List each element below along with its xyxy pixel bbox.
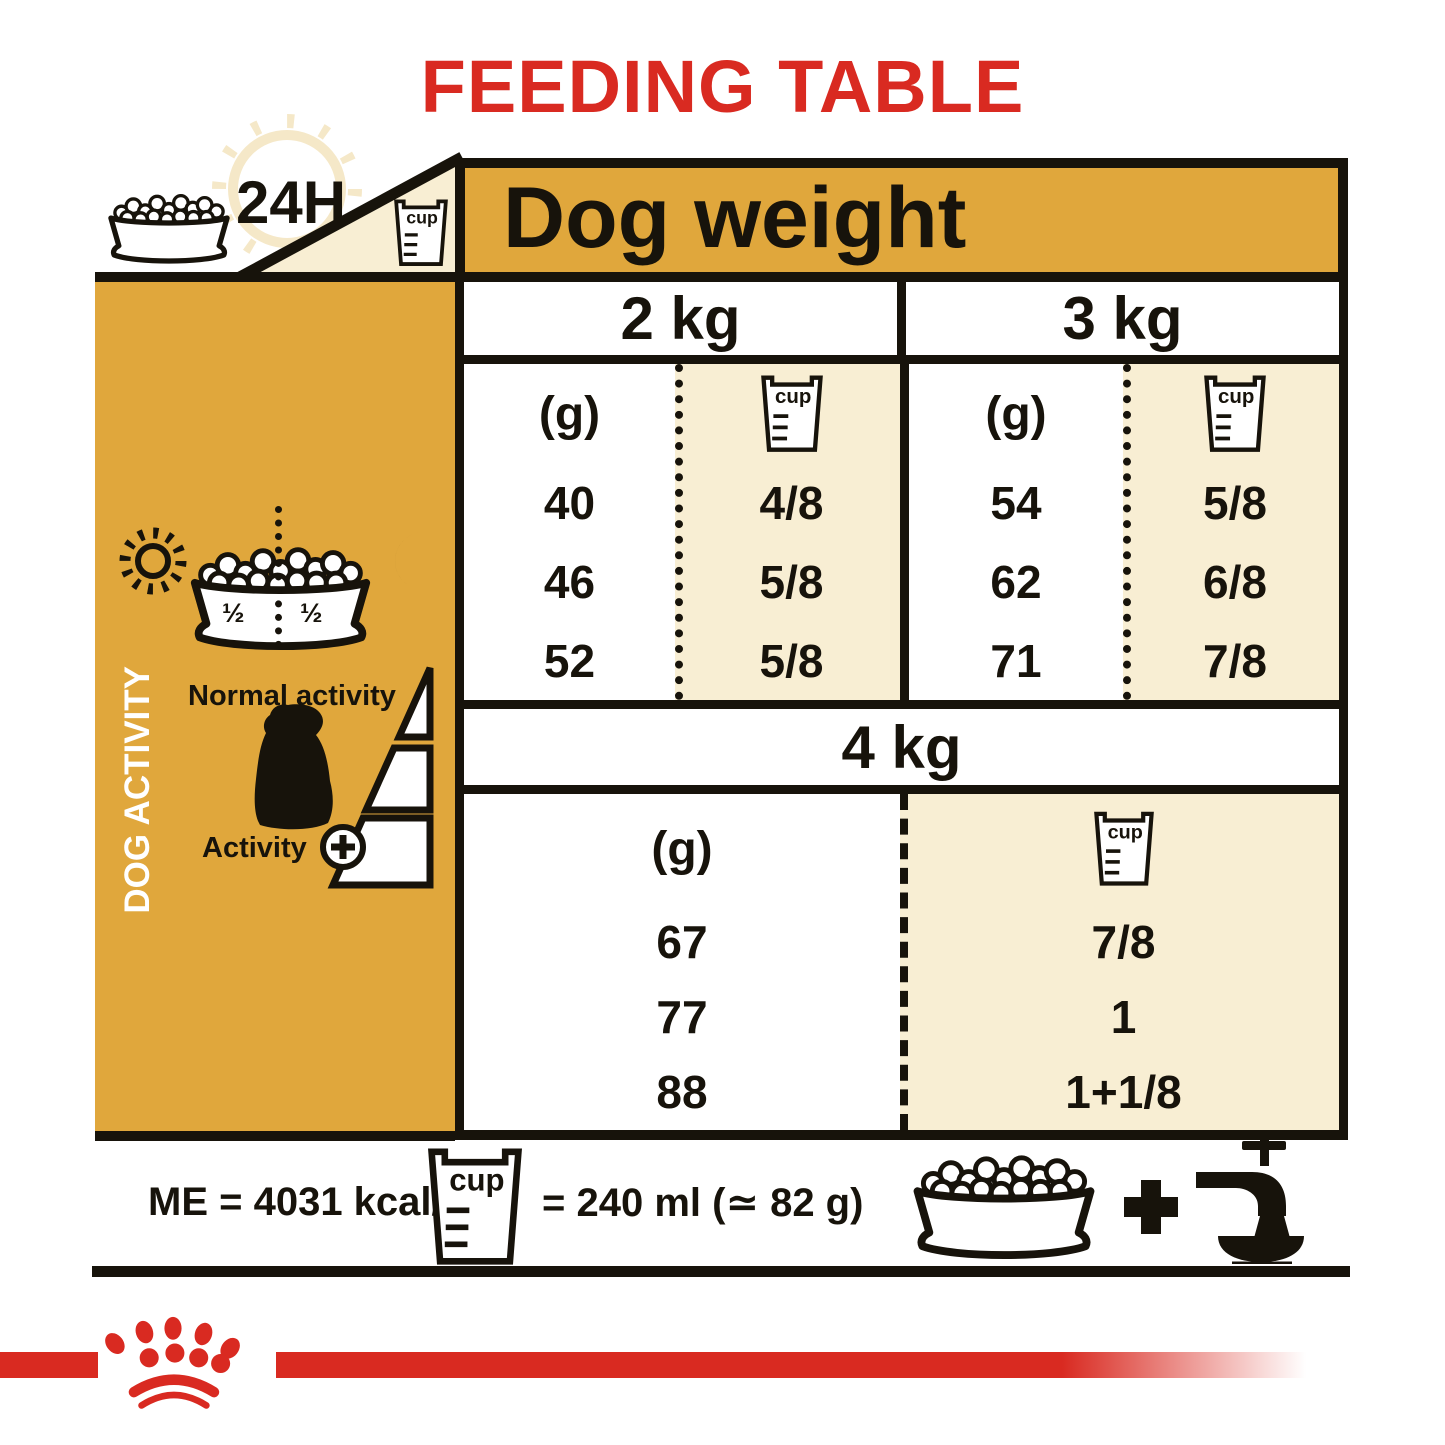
plus-circle-icon	[320, 824, 366, 870]
cups-value: 5/8	[759, 556, 824, 608]
bowl-split-dotted-line	[275, 506, 282, 648]
grams-header: (g)	[985, 387, 1047, 441]
clock-dial-icon	[212, 114, 362, 264]
cups-zone-2kg: 4/8 5/8 5/8	[675, 364, 900, 700]
plus-icon	[1124, 1180, 1178, 1234]
grams-value: 88	[656, 1066, 708, 1119]
grams-value: 62	[990, 556, 1042, 608]
weight-header-3kg: 3 kg	[1062, 285, 1183, 352]
measuring-cup-icon	[424, 1148, 526, 1266]
grams-value: 77	[656, 990, 708, 1043]
sidebar-vertical-title: DOG ACTIVITY	[118, 666, 157, 914]
cups-value: 1+1/8	[1065, 1066, 1182, 1119]
feeding-table-body: 2 kg 3 kg (g) 40 46 52 4/8 5/8 5/8 (g) 5…	[455, 282, 1348, 1140]
cup-equivalence-label: = 240 ml (≃ 82 g)	[542, 1181, 864, 1225]
page-title: FEEDING TABLE	[420, 45, 1025, 128]
cups-zone-4kg: 7/8 1 1+1/8	[900, 794, 1339, 1130]
grams-value: 40	[543, 477, 596, 530]
cups-value: 1	[1110, 990, 1137, 1043]
cups-value: 7/8	[1203, 634, 1267, 687]
cups-value: 5/8	[759, 634, 824, 687]
half-portion-left: ½	[222, 598, 245, 628]
cups-zone-3kg: 5/8 6/8 7/8	[1123, 364, 1339, 700]
grams-value: 46	[543, 556, 596, 608]
dog-silhouette-icon	[254, 704, 333, 830]
measuring-cup-icon	[761, 375, 823, 453]
grams-value: 54	[990, 477, 1042, 530]
data-row-2kg-3kg: (g) 40 46 52 4/8 5/8 5/8 (g) 54 62 71 5/…	[464, 364, 1339, 709]
grams-header: (g)	[651, 822, 713, 876]
dog-weight-label: Dog weight	[503, 170, 967, 266]
grams-zone-3kg: (g) 54 62 71	[909, 364, 1123, 700]
column-divider	[897, 282, 906, 355]
half-portion-right: ½	[300, 598, 323, 628]
kibble-bowl-icon	[103, 170, 235, 282]
brand-bar-left	[0, 1352, 98, 1378]
grams-value: 52	[543, 634, 596, 687]
moon-icon	[394, 532, 424, 590]
cups-value: 5/8	[1203, 477, 1267, 530]
grams-value: 71	[990, 634, 1042, 687]
cups-value: 7/8	[1091, 915, 1156, 968]
activity-label: Activity	[202, 832, 307, 864]
data-row-4kg: (g) 67 77 88 7/8 1 1+1/8	[464, 794, 1339, 1130]
cups-value: 4/8	[759, 477, 824, 530]
kibble-bowl-icon	[898, 1146, 1110, 1260]
grams-value: 67	[656, 915, 708, 968]
dog-weight-band: Dog weight	[455, 158, 1348, 282]
brand-bar-right	[276, 1352, 1338, 1378]
dog-activity-sidebar	[95, 272, 455, 1141]
measuring-cup-icon	[1204, 375, 1266, 453]
royal-canin-crown-logo	[105, 1316, 240, 1409]
column-divider	[900, 364, 909, 700]
weight-header-2kg: 2 kg	[620, 285, 741, 352]
water-tap-icon	[1196, 1136, 1304, 1264]
measuring-cup-icon	[394, 198, 448, 268]
grams-header: (g)	[538, 387, 601, 441]
measuring-cup-icon	[1094, 811, 1154, 887]
cups-value: 6/8	[1203, 556, 1267, 608]
grams-zone-2kg: (g) 40 46 52	[464, 364, 675, 700]
sun-icon	[119, 527, 187, 595]
weight-header-row: 2 kg 3 kg	[464, 282, 1339, 364]
weight-header-4kg: 4 kg	[464, 709, 1339, 794]
grams-zone-4kg: (g) 67 77 88	[464, 794, 900, 1130]
footer-divider-line	[92, 1266, 1350, 1277]
